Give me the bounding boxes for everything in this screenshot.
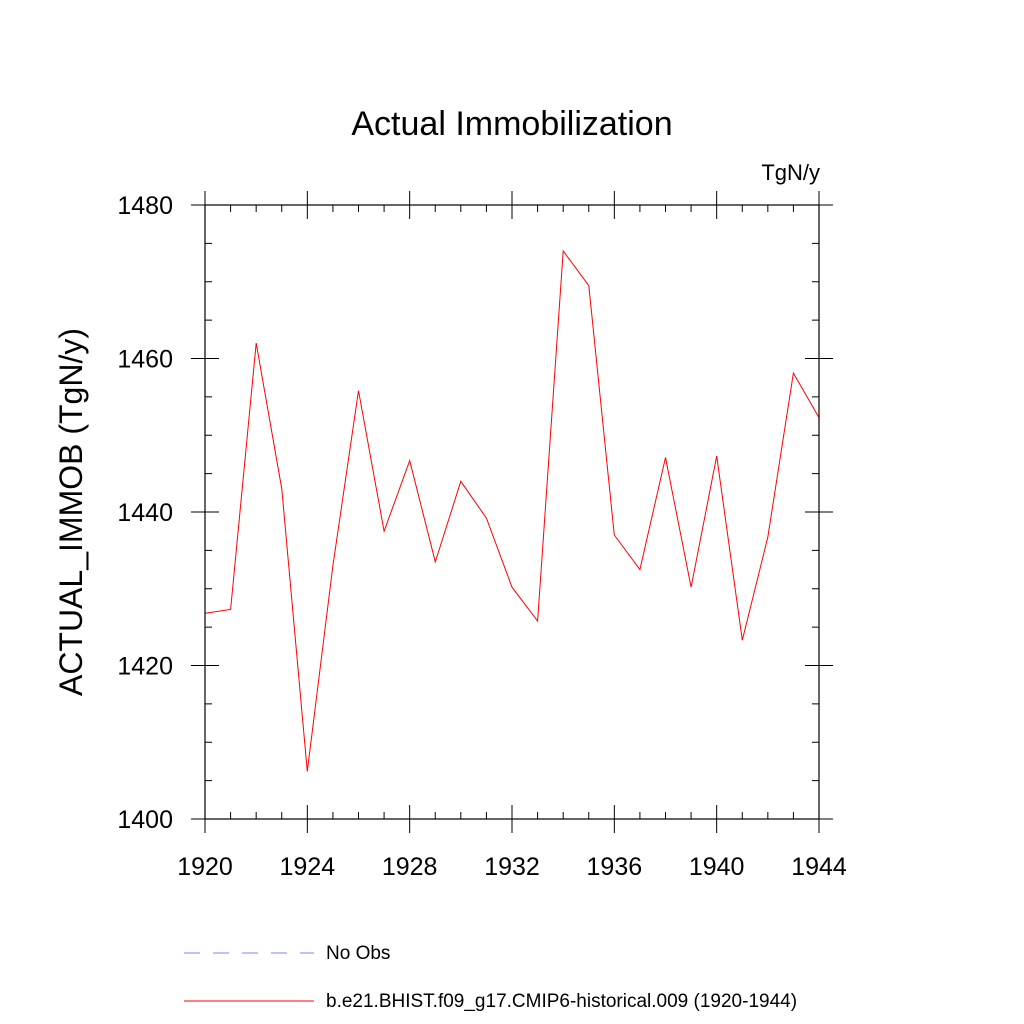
- legend-label-no-obs: No Obs: [326, 943, 390, 964]
- y-tick-label: 1440: [117, 499, 173, 527]
- chart-title: Actual Immobilization: [351, 105, 672, 143]
- y-tick-label: 1480: [117, 192, 173, 220]
- x-tick-label: 1920: [177, 853, 233, 881]
- axis-ticks: [191, 191, 833, 833]
- legend: No Obs b.e21.BHIST.f09_g17.CMIP6-histori…: [184, 943, 797, 1012]
- y-tick-label: 1400: [117, 806, 173, 834]
- x-tick-label: 1928: [382, 853, 438, 881]
- y-tick-label: 1420: [117, 653, 173, 681]
- units-label: TgN/y: [761, 160, 820, 185]
- series-line: [204, 249, 820, 772]
- x-tick-label: 1940: [689, 853, 745, 881]
- tick-labels: 1920 1924 1928 1932 1936 1940 1944 1400 1420 1440…: [117, 192, 847, 881]
- x-tick-label: 1924: [280, 853, 336, 881]
- legend-label-model: b.e21.BHIST.f09_g17.CMIP6-historical.009…: [326, 991, 797, 1012]
- y-tick-label: 1460: [117, 346, 173, 374]
- x-tick-label: 1936: [587, 853, 643, 881]
- plot-frame: [204, 204, 820, 820]
- series-layer: [204, 249, 820, 772]
- y-axis-label: ACTUAL_IMMOB (TgN/y): [53, 328, 89, 696]
- x-tick-label: 1932: [484, 853, 540, 881]
- x-tick-label: 1944: [791, 853, 847, 881]
